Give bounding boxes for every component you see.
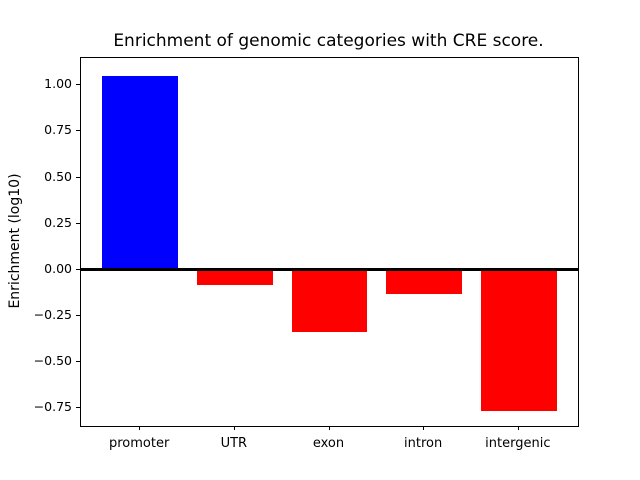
y-tick-label: 0.25: [44, 214, 72, 230]
x-tick-mark: [139, 426, 141, 430]
bar-UTR: [196, 269, 273, 285]
bar-exon: [291, 269, 368, 332]
x-tick-label-promoter: promoter: [108, 436, 170, 451]
x-tick-label-intergenic: intergenic: [485, 436, 551, 451]
bar-intergenic: [480, 269, 557, 412]
plot-area: [80, 57, 579, 427]
y-tick-mark: [76, 315, 80, 317]
y-tick-label: −0.75: [33, 399, 72, 415]
y-tick-label: 0.75: [44, 122, 72, 138]
chart-title: Enrichment of genomic categories with CR…: [113, 31, 544, 51]
y-tick-label: 0.00: [44, 260, 72, 276]
y-tick-mark: [76, 176, 80, 178]
y-tick-mark: [76, 222, 80, 224]
x-tick-label-UTR: UTR: [220, 436, 248, 451]
bar-intron: [386, 269, 463, 294]
bar-promoter: [102, 76, 179, 270]
x-tick-label-exon: exon: [312, 436, 345, 451]
x-tick-label-intron: intron: [404, 436, 443, 451]
y-tick-mark: [76, 361, 80, 363]
y-tick-mark: [76, 130, 80, 132]
x-tick-mark: [517, 426, 519, 430]
x-tick-mark: [233, 426, 235, 430]
y-tick-label: 1.00: [44, 76, 72, 92]
zero-line: [81, 268, 578, 272]
y-tick-label: −0.25: [33, 307, 72, 323]
x-tick-mark: [328, 426, 330, 430]
y-tick-mark: [76, 268, 80, 270]
y-tick-label: −0.50: [33, 353, 72, 369]
y-axis-label: Enrichment (log10): [7, 173, 23, 309]
y-tick-mark: [76, 84, 80, 86]
y-tick-label: 0.50: [44, 168, 72, 184]
y-tick-mark: [76, 407, 80, 409]
x-tick-mark: [423, 426, 425, 430]
